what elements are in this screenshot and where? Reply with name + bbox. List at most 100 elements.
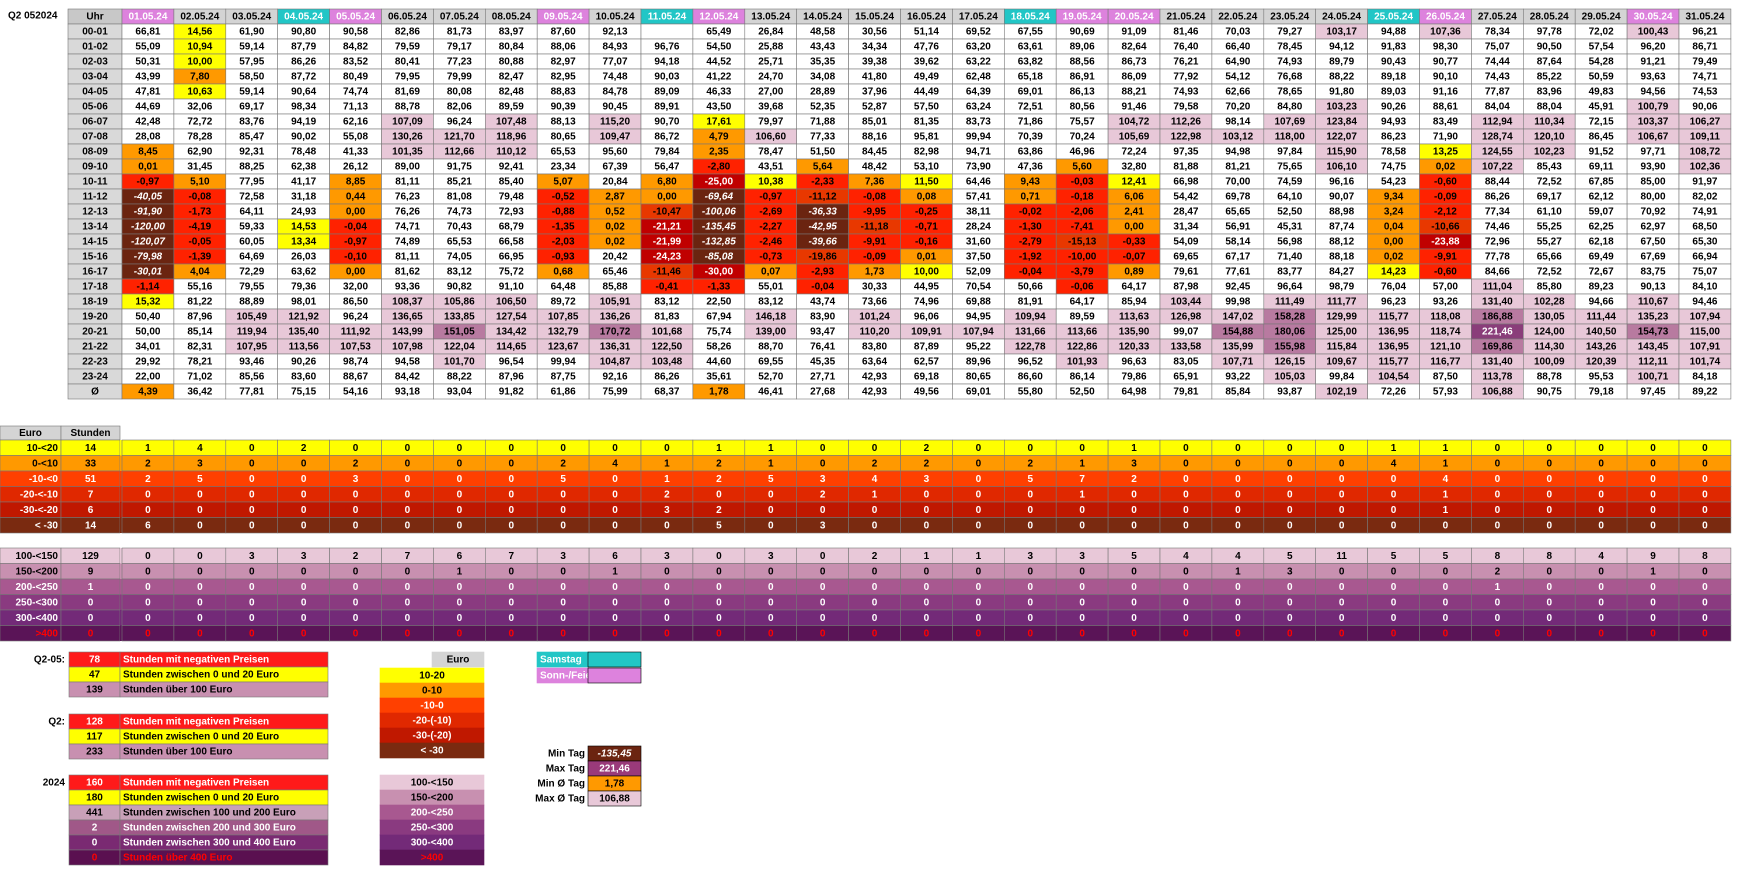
- day-count: 0: [1183, 566, 1189, 577]
- range-total: 0: [88, 628, 94, 639]
- price-cell: -0,88: [552, 207, 575, 218]
- price-cell: 49,83: [1589, 87, 1614, 98]
- price-cell: 101,70: [444, 357, 475, 368]
- day-count: 0: [145, 582, 151, 593]
- price-cell: 91,16: [1433, 87, 1458, 98]
- price-cell: -0,09: [1434, 192, 1457, 203]
- price-cell: 72,52: [1537, 267, 1562, 278]
- price-cell: 4,04: [190, 267, 210, 278]
- hour-label: 21-22: [82, 342, 108, 353]
- price-cell: 102,28: [1534, 297, 1565, 308]
- day-count: 3: [924, 474, 930, 485]
- price-cell: -69,64: [705, 192, 734, 203]
- price-cell: -0,08: [188, 192, 211, 203]
- price-cell: 80,49: [343, 72, 368, 83]
- price-cell: 43,50: [706, 102, 731, 113]
- price-cell: 6,80: [657, 177, 677, 188]
- day-count: 1: [612, 566, 618, 577]
- price-cell: 74,89: [395, 237, 420, 248]
- day-count: 1: [664, 474, 670, 485]
- price-cell: 94,98: [1225, 147, 1250, 158]
- price-cell: 74,74: [343, 87, 368, 98]
- price-cell: 65,49: [706, 27, 731, 38]
- price-cell: 0,07: [761, 267, 781, 278]
- price-cell: 84,04: [1485, 102, 1510, 113]
- price-cell: 90,75: [1537, 387, 1562, 398]
- day-count: 0: [976, 520, 982, 531]
- day-count: 0: [1702, 566, 1708, 577]
- price-cell: 106,50: [496, 297, 527, 308]
- day-count: 6: [612, 551, 618, 562]
- price-cell: -0,06: [1071, 282, 1094, 293]
- day-count: 0: [405, 597, 411, 608]
- price-cell: 103,48: [652, 357, 683, 368]
- day-count: 0: [1546, 566, 1552, 577]
- day-count: 0: [924, 520, 930, 531]
- gap-bg: [120, 471, 122, 487]
- summary-label: Q2:: [48, 717, 65, 728]
- price-cell: 83,05: [1173, 357, 1198, 368]
- price-cell: 74,43: [1485, 72, 1510, 83]
- range-label: >400: [35, 628, 58, 639]
- day-count: 0: [1183, 582, 1189, 593]
- price-cell: 13,34: [291, 237, 316, 248]
- price-cell: 0,04: [1384, 222, 1404, 233]
- price-cell: 75,57: [1070, 117, 1095, 128]
- price-cell: 44,49: [914, 87, 939, 98]
- price-cell: 61,90: [239, 27, 264, 38]
- price-cell: 107,94: [963, 327, 994, 338]
- price-cell: -120,00: [131, 222, 165, 233]
- day-count: 0: [560, 566, 566, 577]
- day-count: 0: [820, 613, 826, 624]
- day-count: 0: [145, 489, 151, 500]
- price-cell: 88,98: [1329, 207, 1354, 218]
- summary-label: Q2-05:: [34, 655, 65, 666]
- day-count: 0: [1546, 443, 1552, 454]
- day-count: 0: [508, 458, 514, 469]
- price-cell: 74,71: [1692, 72, 1717, 83]
- price-cell-bg: [640, 23, 694, 40]
- price-cell: 158,28: [1274, 312, 1305, 323]
- day-count: 3: [664, 505, 670, 516]
- price-cell: 92,31: [239, 147, 264, 158]
- day-count: 0: [249, 443, 255, 454]
- price-cell: 133,85: [444, 312, 475, 323]
- range-label: 200-<250: [15, 582, 58, 593]
- price-cell: 147,02: [1223, 312, 1254, 323]
- hour-label: 05-06: [82, 102, 108, 113]
- day-count: 1: [664, 458, 670, 469]
- price-cell: 123,84: [1326, 117, 1357, 128]
- extreme-label: Max Tag: [546, 764, 585, 775]
- day-count: 0: [1443, 566, 1449, 577]
- price-cell: 80,08: [447, 87, 472, 98]
- price-cell: 64,48: [551, 282, 576, 293]
- price-cell: 91,83: [1381, 42, 1406, 53]
- price-cell: 64,17: [1122, 282, 1147, 293]
- day-count: 1: [1079, 489, 1085, 500]
- day-count: 0: [301, 597, 307, 608]
- price-cell: 114,30: [1534, 342, 1564, 353]
- price-cell: 10,94: [187, 42, 212, 53]
- price-cell: 59,14: [239, 87, 264, 98]
- price-cell: 39,62: [914, 57, 939, 68]
- price-cell: 79,36: [291, 282, 316, 293]
- price-cell: -42,95: [808, 222, 837, 233]
- summary-count: 0: [92, 838, 98, 849]
- price-cell: 97,78: [1537, 27, 1562, 38]
- day-count: 3: [820, 474, 826, 485]
- price-cell: 72,24: [1122, 147, 1147, 158]
- price-cell: 7,80: [190, 72, 210, 83]
- day-count: 0: [1391, 520, 1397, 531]
- price-cell: 113,66: [1067, 327, 1097, 338]
- price-cell: 70,92: [1641, 207, 1666, 218]
- price-cell: 65,53: [447, 237, 472, 248]
- day-count: 0: [612, 489, 618, 500]
- price-cell: 36,42: [187, 387, 212, 398]
- price-cell: 64,17: [1070, 297, 1095, 308]
- price-cell: 70,24: [1070, 132, 1095, 143]
- price-cell: 94,58: [395, 357, 420, 368]
- price-cell: 0,71: [1021, 192, 1041, 203]
- price-cell: 87,74: [1329, 222, 1354, 233]
- price-cell: 83,73: [966, 117, 991, 128]
- day-count: 0: [1235, 597, 1241, 608]
